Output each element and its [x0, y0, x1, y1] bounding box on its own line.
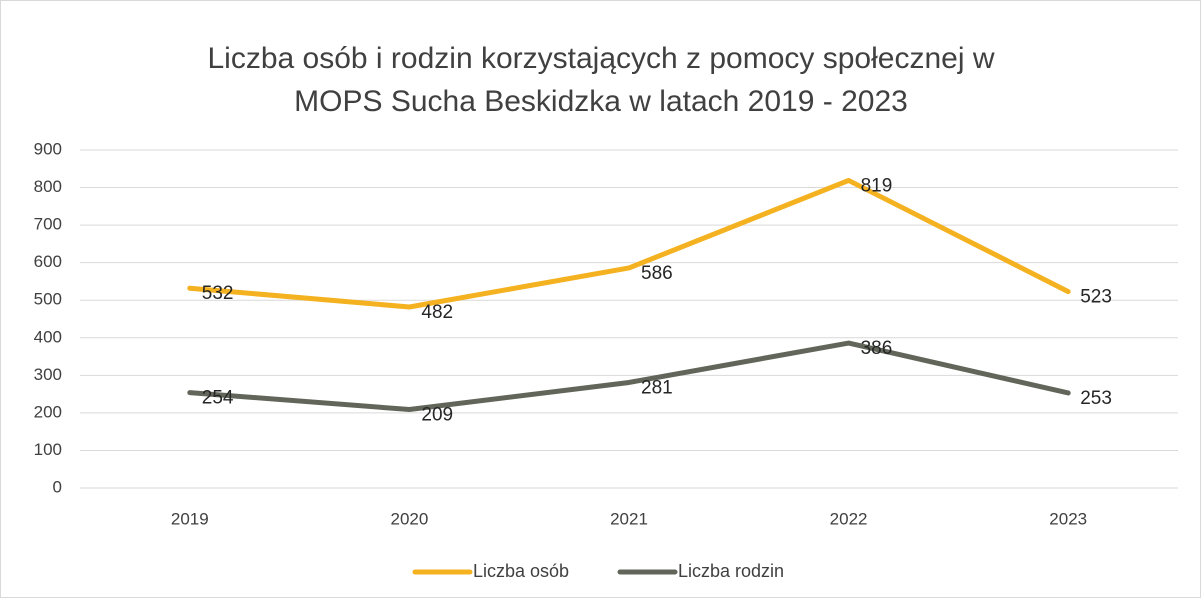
series-line [187, 177, 1071, 310]
y-tick-label: 800 [34, 177, 62, 196]
data-label: 586 [641, 263, 673, 284]
y-tick-label: 900 [34, 139, 62, 158]
x-tick-label: 2022 [830, 509, 868, 528]
y-tick-label: 300 [34, 365, 62, 384]
y-tick-label: 600 [34, 252, 62, 271]
x-tick-label: 2023 [1049, 509, 1087, 528]
data-label: 386 [861, 338, 893, 359]
y-tick-label: 200 [34, 402, 62, 421]
legend-label: Liczba rodzin [678, 561, 784, 581]
data-label: 532 [202, 283, 234, 304]
legend-label: Liczba osób [473, 561, 569, 581]
y-tick-label: 400 [34, 327, 62, 346]
x-tick-label: 2021 [610, 509, 648, 528]
data-label: 482 [421, 302, 453, 323]
data-label: 523 [1080, 287, 1112, 308]
y-tick-label: 0 [53, 477, 62, 496]
chart-title: Liczba osób i rodzin korzystających z po… [207, 42, 994, 75]
series-line [187, 340, 1071, 413]
data-label: 254 [202, 388, 234, 409]
data-label: 209 [421, 405, 453, 426]
y-tick-label: 100 [34, 440, 62, 459]
chart-title: MOPS Sucha Beskidzka w latach 2019 - 202… [294, 85, 908, 118]
data-label: 253 [1080, 388, 1112, 409]
x-tick-label: 2019 [171, 509, 209, 528]
y-tick-label: 700 [34, 215, 62, 234]
data-label: 281 [641, 377, 673, 398]
data-label: 819 [861, 175, 893, 196]
y-tick-label: 500 [34, 290, 62, 309]
x-tick-label: 2020 [390, 509, 428, 528]
